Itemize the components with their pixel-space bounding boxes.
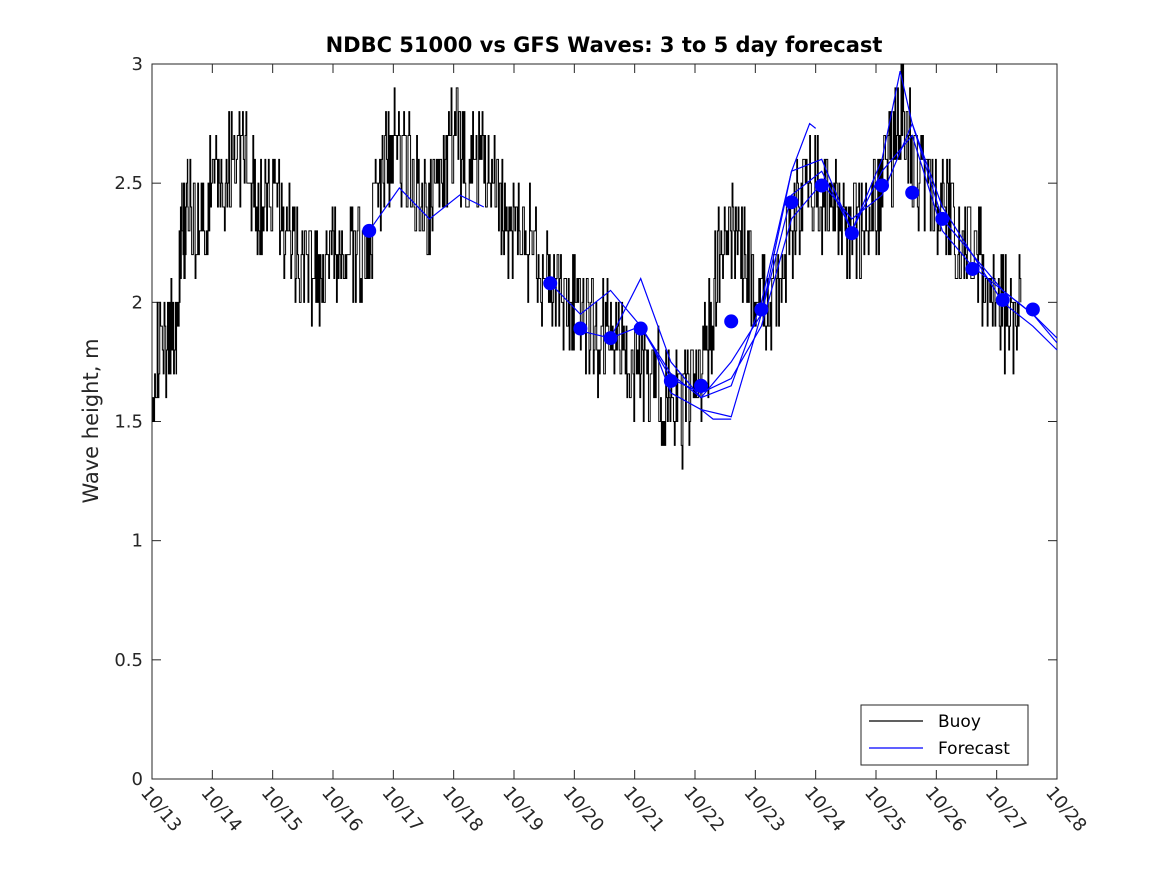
axes-box xyxy=(151,63,1058,780)
x-tick-label: 10/22 xyxy=(679,783,728,836)
forecast-point-marker xyxy=(633,321,648,336)
forecast-point-marker xyxy=(784,195,799,210)
forecast-point-marker xyxy=(875,178,890,193)
forecast-point-marker xyxy=(814,178,829,193)
x-tick-label: 10/27 xyxy=(981,783,1030,836)
x-tick-label: 10/19 xyxy=(498,783,547,836)
forecast-point-marker xyxy=(573,321,588,336)
x-tick-label: 10/20 xyxy=(559,783,608,836)
forecast-point-marker xyxy=(543,276,558,291)
legend-label-forecast: Forecast xyxy=(938,739,1010,759)
forecast-point-marker xyxy=(724,314,739,329)
y-axis-label: Wave height, m xyxy=(79,338,103,503)
x-tick-label: 10/13 xyxy=(136,783,185,836)
y-tick-label: 1 xyxy=(132,531,143,552)
forecast-point-marker xyxy=(965,261,980,276)
forecast-point-marker xyxy=(663,373,678,388)
x-tick-label: 10/26 xyxy=(921,783,970,836)
x-tick-label: 10/14 xyxy=(197,783,246,836)
legend-label-buoy: Buoy xyxy=(938,712,981,732)
x-tick-label: 10/17 xyxy=(378,783,427,836)
y-tick-label: 1.5 xyxy=(114,412,143,433)
forecast-point-marker xyxy=(362,223,377,238)
x-tick-label: 10/16 xyxy=(317,783,366,836)
y-tick-label: 3 xyxy=(132,54,143,75)
forecast-point-marker xyxy=(995,292,1010,307)
y-tick-label: 2 xyxy=(132,292,143,313)
forecast-series-line xyxy=(700,409,732,420)
forecast-point-marker xyxy=(905,185,920,200)
forecast-point-marker xyxy=(844,226,859,241)
forecast-series-line xyxy=(652,122,817,418)
forecast-point-marker xyxy=(603,331,618,346)
x-tick-label: 10/18 xyxy=(438,783,487,836)
y-tick-label: 0 xyxy=(132,769,143,790)
forecast-point-marker xyxy=(694,378,709,393)
x-tick-label: 10/24 xyxy=(800,783,849,836)
forecast-point-marker xyxy=(754,302,769,317)
x-tick-label: 10/15 xyxy=(257,783,306,836)
forecast-series-line xyxy=(368,186,485,232)
x-tick-label: 10/28 xyxy=(1041,783,1090,836)
y-tick-label: 2.5 xyxy=(114,173,143,194)
chart-title: NDBC 51000 vs GFS Waves: 3 to 5 day fore… xyxy=(326,33,883,57)
forecast-point-marker xyxy=(1025,302,1040,317)
legend-box xyxy=(860,704,1029,766)
x-tick-label: 10/21 xyxy=(619,783,668,836)
forecast-point-marker xyxy=(935,211,950,226)
y-tick-label: 0.5 xyxy=(114,650,143,671)
x-tick-label: 10/23 xyxy=(740,783,789,836)
x-tick-label: 10/25 xyxy=(860,783,909,836)
